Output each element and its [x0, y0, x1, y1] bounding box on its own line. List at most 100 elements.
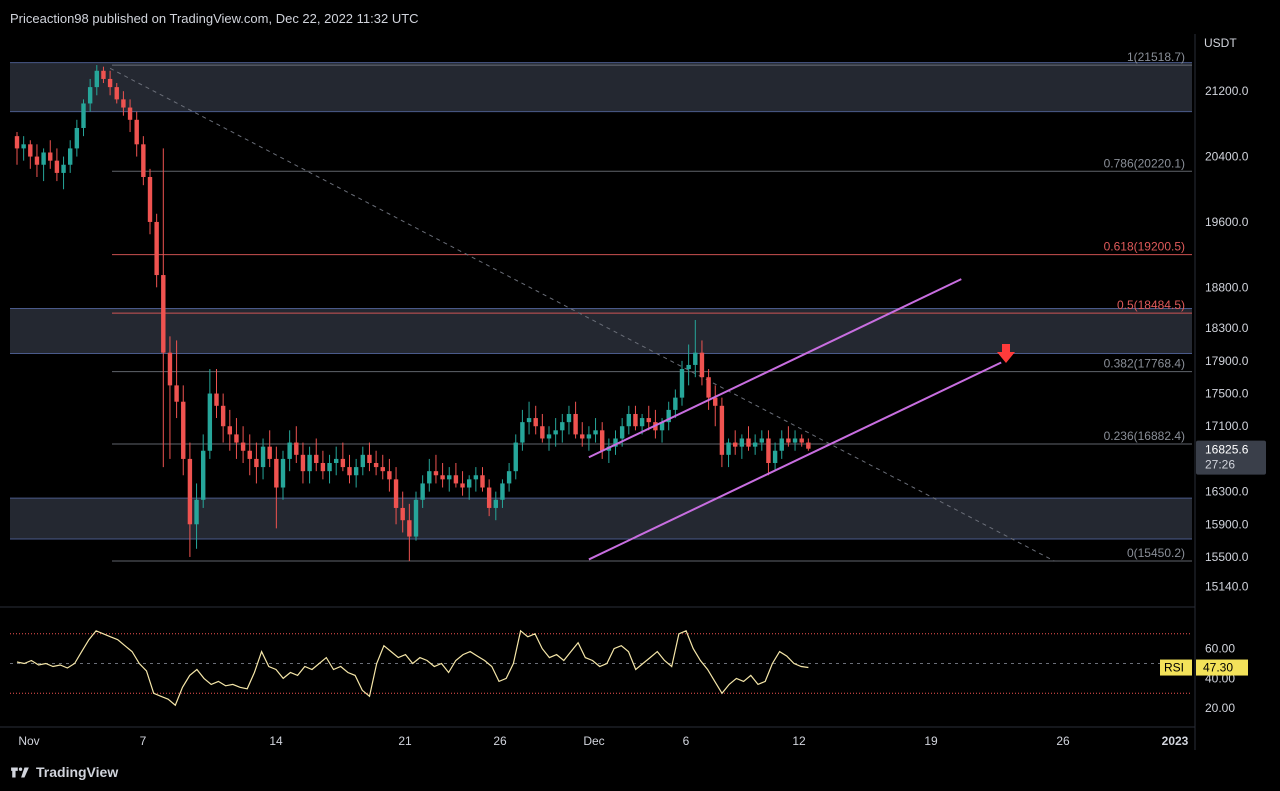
candle-body: [440, 475, 445, 480]
candle-body: [693, 352, 698, 365]
price-tick-label: 21200.0: [1205, 84, 1249, 98]
candle-body: [94, 70, 99, 88]
candle-body: [48, 152, 53, 161]
candle-body: [254, 458, 259, 468]
time-tick-label: 12: [792, 734, 806, 748]
candle-body: [699, 352, 705, 378]
channel-upper-line: [588, 278, 962, 459]
candle-body: [107, 78, 113, 88]
candle-body: [467, 479, 472, 488]
candle-body: [739, 438, 745, 447]
fib-level-label: 0.618(19200.5): [1104, 240, 1185, 254]
candle-body: [420, 483, 425, 500]
candle-body: [274, 458, 279, 488]
candle-body: [639, 418, 645, 427]
candle-body: [506, 471, 512, 484]
rsi-tick-label: 20.00: [1205, 701, 1235, 715]
candle-body: [500, 483, 505, 500]
candle-body: [61, 164, 66, 173]
candle-body: [387, 471, 392, 480]
footer: TradingView: [10, 762, 118, 782]
candle-body: [553, 430, 558, 435]
candle-body: [447, 475, 452, 480]
fib-level-label: 0.382(17768.4): [1104, 357, 1185, 371]
candle-body: [600, 430, 605, 451]
candle-body: [194, 499, 199, 525]
candle-body: [613, 438, 618, 447]
candle-body: [74, 127, 80, 149]
price-tick-label: 17100.0: [1205, 419, 1249, 433]
time-tick-label: 26: [1056, 734, 1070, 748]
candle-body: [626, 413, 631, 427]
candle-body: [427, 471, 432, 484]
candle-body: [300, 454, 306, 472]
time-tick-label: 6: [683, 734, 690, 748]
candle-body: [659, 422, 665, 431]
candle-body: [540, 426, 545, 439]
candle-body: [207, 393, 213, 451]
candle-body: [21, 144, 26, 149]
candle-body: [81, 103, 86, 128]
candle-body: [546, 434, 552, 439]
candle-body: [533, 418, 538, 427]
candle-body: [806, 442, 811, 449]
price-tick-label: 18300.0: [1205, 321, 1249, 335]
candle-body: [121, 99, 126, 108]
candle-body: [340, 458, 346, 468]
candle-body: [214, 393, 219, 406]
candle-body: [287, 442, 292, 459]
candle-body: [14, 136, 20, 149]
currency-label: USDT: [1204, 36, 1237, 50]
candle-body: [141, 144, 146, 177]
candle-body: [433, 471, 439, 476]
candle-body: [260, 446, 266, 468]
candle-body: [167, 352, 173, 386]
down-arrow-icon: [997, 344, 1015, 363]
candle-body: [560, 422, 565, 431]
brand-name: TradingView: [36, 764, 119, 780]
candle-body: [334, 458, 339, 463]
time-tick-label: 2023: [1162, 734, 1189, 748]
candle-body: [147, 177, 153, 222]
candle-body: [101, 70, 106, 79]
candle-body: [174, 385, 179, 402]
candle-body: [733, 442, 738, 447]
candle-body: [679, 369, 685, 398]
candle-body: [280, 458, 286, 488]
price-tick-label: 15140.0: [1205, 579, 1249, 593]
support-resistance-zone: [10, 498, 1192, 539]
candle-body: [633, 413, 638, 427]
candle-body: [87, 87, 93, 104]
candle-body: [154, 221, 159, 276]
candle-body: [752, 442, 758, 447]
candle-body: [347, 467, 352, 476]
candle-body: [307, 454, 312, 472]
candle-body: [400, 507, 405, 521]
candle-body: [227, 426, 232, 435]
time-tick-label: 7: [140, 734, 147, 748]
time-tick-label: Nov: [18, 734, 39, 748]
candle-body: [786, 438, 791, 443]
candle-body: [586, 434, 592, 439]
fib-level-label: 0(15450.2): [1127, 546, 1185, 560]
candle-body: [480, 475, 485, 488]
price-tick-label: 16300.0: [1205, 485, 1249, 499]
candle-body: [759, 438, 764, 443]
tradingview-logo-icon: [11, 767, 29, 778]
candle-body: [799, 438, 804, 443]
price-tick-label: 20400.0: [1205, 150, 1249, 164]
candle-body: [520, 422, 525, 443]
fib-level-label: 0.5(18484.5): [1117, 298, 1185, 312]
rsi-tick-label: 60.00: [1205, 642, 1235, 656]
candle-body: [593, 430, 598, 435]
candle-body: [706, 377, 711, 398]
candle-body: [719, 405, 725, 455]
candle-body: [772, 450, 778, 463]
candle-body: [666, 409, 671, 423]
candle-body: [619, 426, 625, 439]
candle-body: [201, 450, 206, 500]
candle-body: [367, 454, 372, 463]
fib-level-label: 1(21518.7): [1127, 50, 1185, 64]
rsi-label-badge: [1160, 659, 1192, 676]
